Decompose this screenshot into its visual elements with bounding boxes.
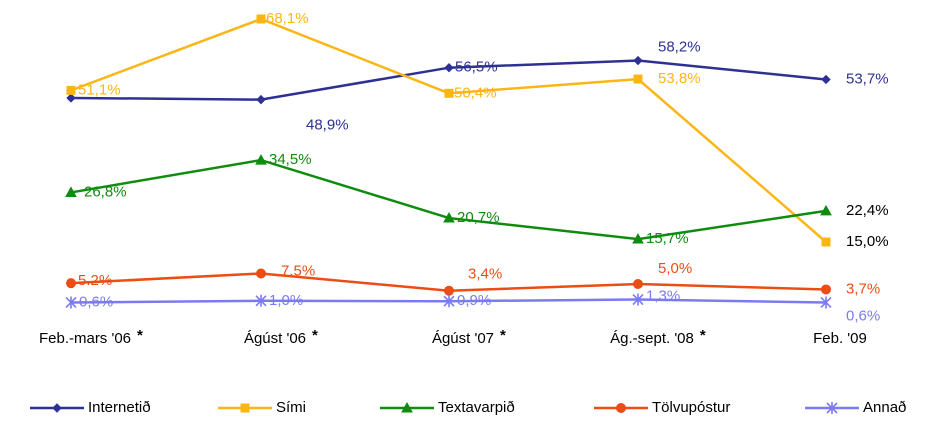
data-label: 22,4% [846, 202, 889, 219]
x-tick-label: Ágúst '06 [244, 330, 306, 347]
marker [66, 278, 76, 289]
marker [65, 186, 77, 197]
data-label: 3,4% [468, 266, 502, 283]
data-label: 53,7% [846, 70, 889, 87]
marker [616, 403, 626, 413]
data-label: 15,0% [846, 233, 889, 250]
category-note: * [700, 327, 706, 344]
data-label: 0,9% [457, 292, 491, 309]
data-label: 5,0% [658, 260, 692, 277]
marker [633, 55, 643, 66]
marker [255, 154, 267, 165]
data-label: 56,5% [455, 59, 498, 76]
marker [821, 74, 831, 85]
marker [821, 237, 831, 247]
line [70, 158, 827, 241]
legend-item: Internetið [30, 399, 151, 416]
legend-item: Sími [218, 399, 306, 416]
series: 0,6% 1,0% 0,9% 1,3% 0,6% [65, 288, 880, 324]
series: 51,1% 68,1% 50,4% 53,8% 15,0% [66, 10, 889, 250]
data-label: 53,8% [658, 70, 701, 87]
marker [256, 14, 266, 24]
marker [633, 279, 643, 289]
data-label: 3,7% [846, 280, 880, 297]
marker [633, 74, 643, 84]
marker [632, 233, 644, 244]
category-note: * [312, 327, 318, 344]
legend-label: Sími [276, 399, 306, 416]
data-label: 34,5% [269, 151, 312, 168]
legend-label: Tölvupóstur [652, 399, 730, 416]
marker [444, 88, 454, 98]
data-label: 48,9% [306, 117, 349, 134]
marker [444, 285, 454, 296]
legend-item: Textavarpið [380, 399, 515, 416]
legend-label: Annað [863, 399, 906, 416]
data-label: 5.2% [78, 272, 112, 289]
category-note: * [500, 327, 506, 344]
category-note: * [137, 327, 143, 344]
data-label: 1,0% [269, 292, 303, 309]
marker [256, 94, 266, 105]
legend-item: Annað [805, 399, 906, 416]
marker [52, 403, 62, 413]
x-tick-label: Ág.-sept. '08 [610, 330, 694, 347]
data-label: 58,2% [658, 39, 701, 56]
marker [65, 296, 77, 309]
data-label: 26,8% [84, 183, 127, 200]
marker [820, 204, 832, 216]
series: 48,9% 56,5% 58,2% 53,7% [66, 39, 889, 134]
marker [821, 284, 831, 295]
line [70, 17, 827, 243]
data-label: 51,1% [78, 81, 121, 98]
data-label: 7,5% [281, 262, 315, 279]
legend-label: Textavarpið [438, 399, 515, 416]
legend-item: Tölvupóstur [594, 399, 730, 416]
data-label: 50,4% [454, 84, 497, 101]
marker [401, 401, 413, 413]
data-label: 15,7% [646, 230, 689, 247]
marker [826, 402, 838, 414]
data-label: 1,3% [646, 288, 680, 305]
marker [632, 293, 644, 306]
marker [66, 85, 76, 95]
x-tick-label: Ágúst '07 [432, 330, 494, 347]
legend-label: Internetið [88, 399, 151, 416]
marker [240, 403, 250, 413]
data-label: 68,1% [266, 10, 309, 27]
marker [443, 295, 455, 308]
marker [256, 268, 266, 279]
marker [66, 93, 76, 103]
series: 5.2% 7,5% 3,4% 5,0% 3,7% [66, 260, 880, 297]
marker [443, 212, 455, 223]
data-label: 0,6% [79, 293, 113, 310]
data-label: 0,6% [846, 307, 880, 324]
marker [820, 296, 832, 309]
x-tick-label: Feb. '09 [813, 330, 867, 347]
data-label: 20,7% [457, 209, 500, 226]
marker [255, 294, 267, 307]
series: 26,8% 34,5% 20,7% 15,7% 22,4% [65, 151, 889, 247]
x-tick-label: Feb.-mars '06 [39, 330, 131, 347]
marker [444, 62, 454, 73]
